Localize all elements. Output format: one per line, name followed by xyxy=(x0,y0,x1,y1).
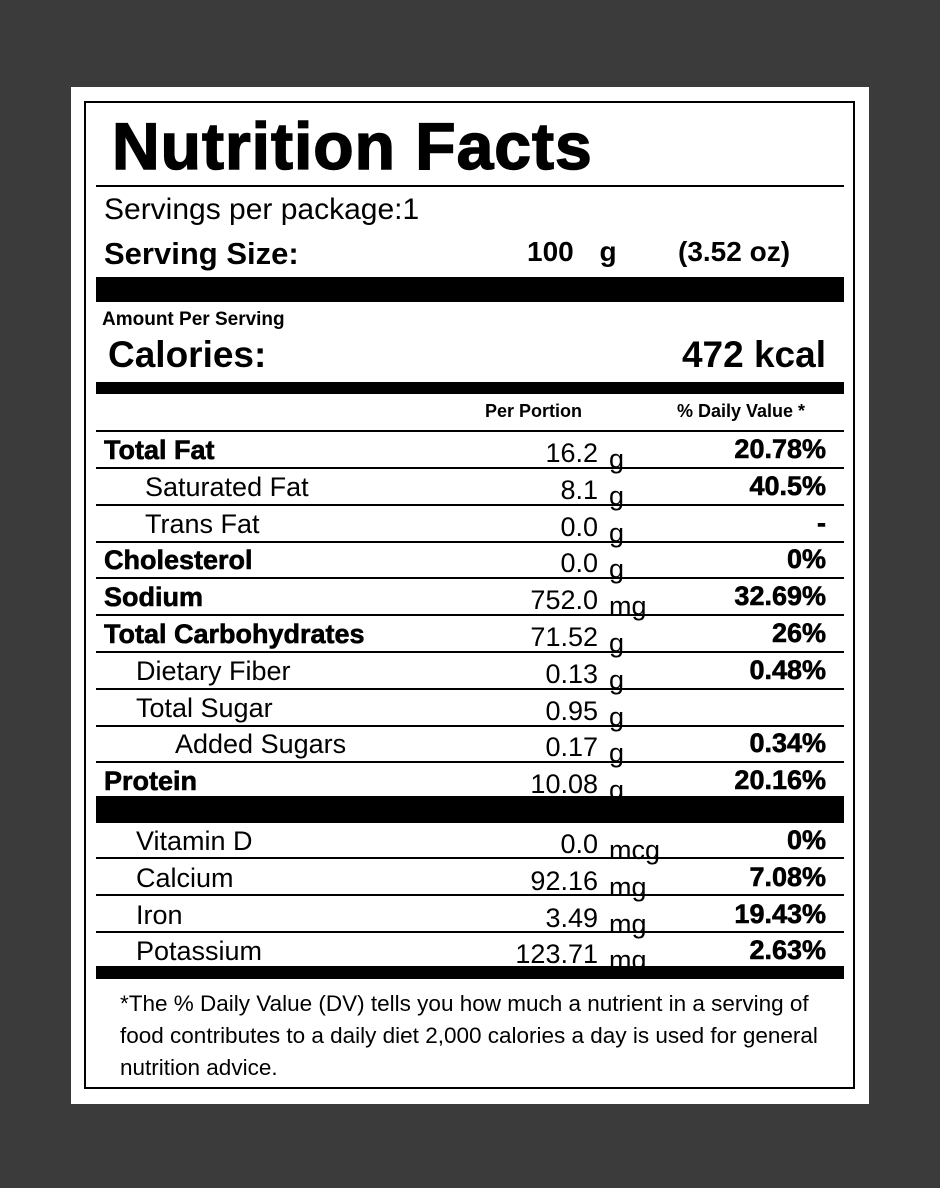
nutrient-unit: g xyxy=(609,738,625,769)
nutrient-daily-value: 0.34% xyxy=(749,728,826,759)
vitamin-unit: mg xyxy=(609,908,647,939)
nutrient-name: Saturated Fat xyxy=(145,471,309,502)
nutrient-name: Total Sugar xyxy=(136,692,273,723)
nutrient-daily-value: 40.5% xyxy=(749,470,826,501)
nutrient-daily-value: 20.78% xyxy=(734,434,826,465)
nutrient-name: Sodium xyxy=(104,582,204,613)
amount-per-serving: Amount Per Serving xyxy=(102,309,285,330)
nutrient-amount: 0.0 xyxy=(560,511,598,542)
vitamin-name: Iron xyxy=(136,899,183,930)
nutrient-daily-value: 0.48% xyxy=(749,654,826,685)
serving-size-value: 100 xyxy=(527,236,574,267)
label-title: Nutrition Facts xyxy=(111,108,593,184)
divider-thick xyxy=(96,796,844,823)
row-divider xyxy=(96,893,844,896)
nutrient-unit: g xyxy=(609,628,625,658)
nutrient-amount: 10.08 xyxy=(530,769,598,800)
nutrient-amount: 0.95 xyxy=(545,695,598,726)
nutrient-amount: 16.2 xyxy=(545,438,598,468)
row-divider xyxy=(96,930,844,933)
servings-per-package: Servings per package:1 xyxy=(104,193,420,226)
nutrient-name: Total Carbohydrates xyxy=(104,619,365,650)
nutrient-name: Dietary Fiber xyxy=(136,655,291,686)
nutrient-daily-value: 0% xyxy=(786,544,827,575)
divider-medium xyxy=(96,966,844,979)
serving-size-label: Serving Size: xyxy=(104,236,299,271)
nutrient-unit: g xyxy=(609,517,625,548)
row-divider xyxy=(96,503,844,506)
row-divider xyxy=(96,724,844,727)
divider-thin xyxy=(96,430,844,432)
vitamin-unit: mg xyxy=(609,871,647,902)
nutrient-amount: 0.0 xyxy=(560,548,598,579)
nutrient-name: Cholesterol xyxy=(104,545,253,576)
label-background xyxy=(71,87,869,1104)
serving-size-amount: 100 g xyxy=(527,236,617,268)
row-divider xyxy=(96,577,844,580)
calories-value: 472 kcal xyxy=(681,334,826,375)
vitamin-name: Calcium xyxy=(136,862,234,893)
serving-size-oz: (3.52 oz) xyxy=(678,236,791,267)
label-border xyxy=(84,101,855,1089)
row-divider xyxy=(96,540,844,543)
vitamin-name: Potassium xyxy=(136,936,263,967)
divider-thin xyxy=(96,185,844,187)
nutrient-name: Trans Fat xyxy=(145,508,260,539)
vitamin-amount: 0.0 xyxy=(560,829,598,859)
vitamin-daily-value: 7.08% xyxy=(749,861,826,892)
nutrient-amount: 0.13 xyxy=(545,658,598,689)
vitamin-amount: 3.49 xyxy=(545,902,598,933)
nutrient-unit: g xyxy=(609,664,625,695)
vitamin-daily-value: 2.63% xyxy=(749,935,826,966)
divider-thick xyxy=(96,277,844,302)
nutrient-unit: mg xyxy=(609,591,647,622)
nutrient-unit: g xyxy=(609,701,625,732)
nutrient-name: Added Sugars xyxy=(175,729,347,760)
nutrient-amount: 8.1 xyxy=(560,474,598,505)
row-divider xyxy=(96,467,844,469)
row-divider xyxy=(96,761,844,764)
vitamin-name: Vitamin D xyxy=(136,826,253,856)
nutrient-amount: 0.17 xyxy=(545,732,598,763)
column-per-portion: Per Portion xyxy=(485,401,583,421)
nutrient-unit: g xyxy=(609,480,625,511)
serving-size-unit: g xyxy=(599,236,617,267)
vitamin-amount: 92.16 xyxy=(530,865,598,896)
nutrient-name: Total Fat xyxy=(104,435,215,466)
vitamin-amount: 123.71 xyxy=(515,939,598,970)
nutrient-unit: g xyxy=(609,554,625,585)
vitamin-daily-value: 19.43% xyxy=(734,898,826,929)
vitamin-unit: mcg xyxy=(609,835,661,865)
column-daily-value: % Daily Value * xyxy=(677,401,806,421)
footnote: *The % Daily Value (DV) tells you how mu… xyxy=(120,991,818,1080)
vitamin-daily-value: 0% xyxy=(786,825,827,856)
calories-label: Calories: xyxy=(108,334,267,375)
nutrient-daily-value: 32.69% xyxy=(734,581,826,612)
nutrient-amount: 752.0 xyxy=(530,585,598,616)
nutrient-unit: g xyxy=(609,444,625,474)
nutrient-daily-value: 20.16% xyxy=(734,765,826,796)
nutrient-daily-value: 26% xyxy=(771,618,827,649)
row-divider xyxy=(96,687,844,690)
row-divider xyxy=(96,614,844,617)
nutrient-amount: 71.52 xyxy=(530,622,598,652)
row-divider xyxy=(96,651,844,653)
row-divider xyxy=(96,857,844,859)
nutrient-name: Protein xyxy=(104,766,198,797)
nutrient-daily-value: - xyxy=(817,507,827,538)
divider-medium xyxy=(96,382,844,394)
